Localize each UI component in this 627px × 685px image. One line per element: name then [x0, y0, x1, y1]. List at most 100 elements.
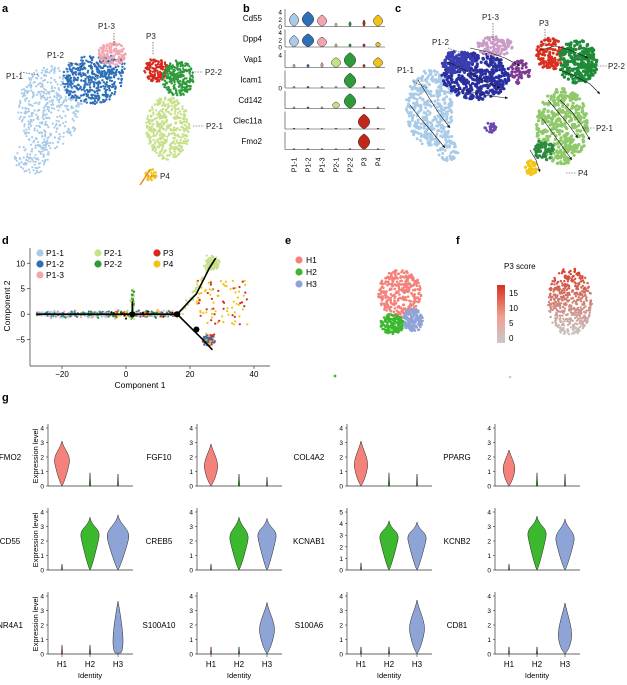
point-p2-1 — [579, 116, 583, 120]
point — [168, 310, 171, 313]
point-p1-2 — [483, 72, 487, 76]
point-p1-1 — [53, 136, 56, 139]
point-p1-1 — [51, 142, 54, 145]
point — [90, 316, 93, 319]
point-p2-1 — [546, 94, 550, 98]
legend-swatch-p1-2 — [36, 260, 44, 268]
point-p1-2 — [72, 96, 76, 99]
point-p1-3 — [110, 45, 113, 49]
point-p1-2 — [76, 63, 79, 66]
point-p1-1 — [20, 88, 23, 91]
point-p2-1 — [160, 104, 164, 107]
point-p1-2 — [105, 81, 109, 84]
point-p3 — [156, 71, 159, 74]
point-p2-1 — [177, 107, 180, 110]
panel-label-c: c — [395, 3, 401, 15]
point-p3 — [156, 78, 159, 82]
point-p1-1 — [49, 96, 52, 99]
point-p2-1 — [160, 115, 163, 119]
point-p1-2 — [89, 86, 92, 89]
point-p1-1 — [69, 99, 72, 102]
ytick-label: 4 — [278, 53, 282, 60]
point-p2-1 — [161, 120, 164, 123]
point-p1-1 — [39, 93, 42, 96]
point-p2-2 — [579, 73, 584, 77]
point-p2-1 — [179, 121, 182, 125]
point-p1-3 — [102, 58, 106, 61]
point-p1-2 — [114, 66, 118, 69]
point — [205, 268, 208, 271]
point-p1-2 — [104, 88, 108, 92]
point-p1-2 — [74, 94, 77, 97]
label-a-p2-1: P2-1 — [206, 122, 223, 131]
point-p1-2 — [88, 75, 91, 78]
point-p1-1 — [62, 131, 65, 134]
point-p1-1 — [32, 118, 35, 121]
point-p1-2 — [487, 63, 491, 68]
point-p1-3 — [97, 49, 101, 52]
point-p1-3 — [485, 41, 489, 45]
point-p2-1 — [579, 121, 583, 125]
point-p1-2 — [446, 80, 450, 84]
point-p2-1 — [566, 147, 570, 151]
point-p1-3 — [118, 56, 122, 59]
point-p1-2 — [106, 65, 110, 69]
point-p1-2 — [113, 90, 117, 94]
point-p1-2 — [479, 60, 483, 64]
point-p2-2 — [167, 85, 170, 89]
point-p1-2 — [84, 77, 87, 81]
point-p1-1 — [425, 122, 429, 126]
point-p1-1 — [57, 88, 61, 91]
point-p2-2 — [191, 80, 195, 83]
point-p2-1 — [171, 141, 174, 145]
point-p1-1 — [58, 106, 61, 109]
point-p1-3 — [111, 60, 114, 63]
point-p2-1 — [560, 129, 564, 133]
point-p1-2 — [89, 81, 92, 84]
point-p1-1 — [35, 69, 38, 72]
point-p2-1 — [586, 128, 590, 132]
point-p1-2 — [86, 69, 90, 73]
point-p4 — [146, 176, 150, 179]
point-p1-1 — [73, 127, 77, 131]
point-p1-2 — [93, 81, 96, 84]
point-p3 — [151, 70, 154, 74]
point — [163, 314, 166, 318]
point-p2-1 — [171, 96, 174, 99]
point-p2-2 — [573, 67, 577, 71]
point-p1-2 — [110, 85, 114, 89]
point-p1-1 — [450, 135, 454, 138]
point-p2-1 — [173, 136, 176, 140]
point-p1-1 — [71, 106, 74, 110]
panel-label-b: b — [243, 3, 250, 15]
point-p1-1 — [419, 132, 423, 136]
point-p2-1 — [175, 139, 178, 142]
point-p2-2 — [179, 92, 182, 95]
point-p2-1 — [581, 138, 585, 142]
point-p1-2 — [82, 86, 86, 90]
point-p2-2 — [173, 80, 176, 84]
point-p2-2 — [187, 69, 190, 72]
violin-clec11a-p2-2 — [348, 127, 352, 130]
point — [48, 310, 51, 313]
point-p1-1 — [43, 109, 47, 112]
point-p1-1 — [423, 102, 426, 106]
point-p3 — [151, 66, 154, 70]
point-p1-1 — [424, 117, 428, 120]
point — [63, 310, 66, 313]
point-p1-1 — [37, 102, 40, 106]
point-p3 — [542, 64, 546, 68]
point-p1-2 — [86, 71, 89, 74]
point-p1-1 — [67, 97, 70, 100]
point-p1-1 — [34, 166, 37, 169]
point-p1-1 — [24, 99, 27, 102]
point-p1-2 — [97, 83, 100, 86]
point-p3 — [543, 49, 547, 53]
point-p3 — [535, 54, 539, 57]
point-p1-1 — [425, 133, 429, 136]
point-p1-2 — [85, 59, 88, 62]
point-p1-2 — [113, 81, 116, 84]
label-c-p2-2: P2-2 — [608, 62, 625, 71]
point — [82, 311, 85, 314]
point-p2-1 — [164, 96, 167, 100]
